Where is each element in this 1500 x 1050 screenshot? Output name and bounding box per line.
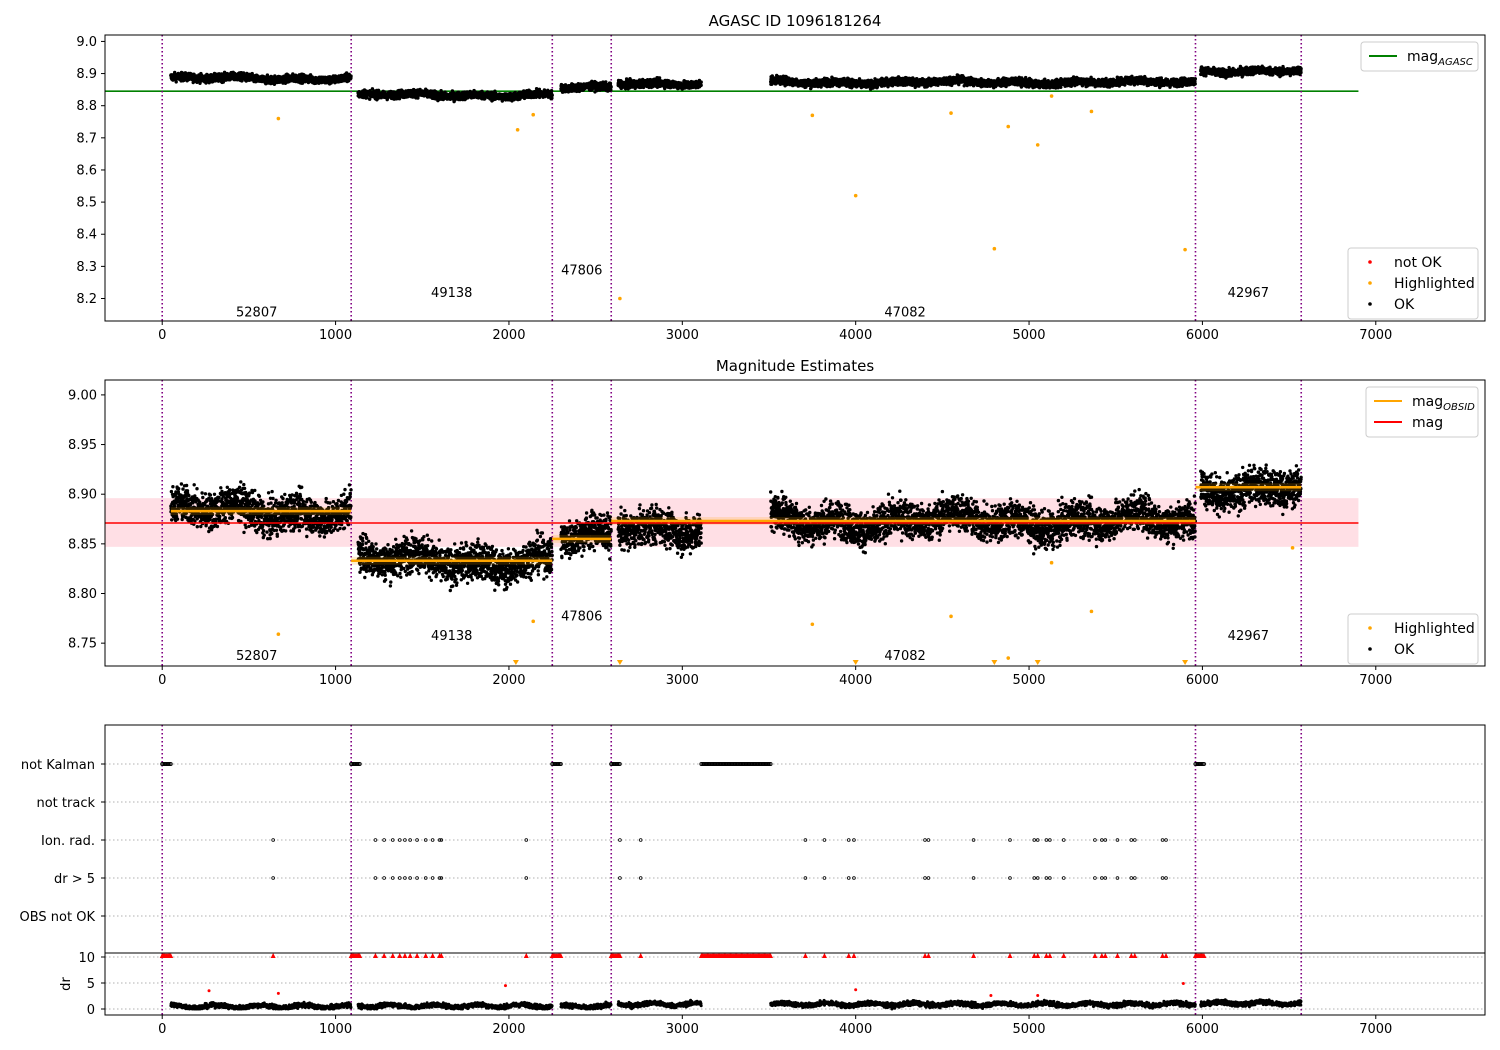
p1-point-s1-1455: [550, 93, 554, 97]
p1-point-s1-1451: [549, 89, 554, 93]
p1-point-s0-1318: [344, 71, 349, 75]
p1-point-s0-40: [174, 80, 178, 84]
p1-point-s2-376: [609, 85, 613, 89]
p1-point-s0-1351: [349, 74, 353, 78]
p1-point-s3-623: [699, 80, 703, 84]
p1-point-s0-403: [222, 70, 227, 75]
p1-point-s2-371: [608, 81, 613, 86]
p1-point-s3-622: [699, 83, 703, 87]
panel1-title: AGASC ID 1096181264: [709, 12, 882, 30]
agasc-magnitude-panel: AGASC ID 1096181264 52807491384780647082…: [76, 12, 1486, 343]
